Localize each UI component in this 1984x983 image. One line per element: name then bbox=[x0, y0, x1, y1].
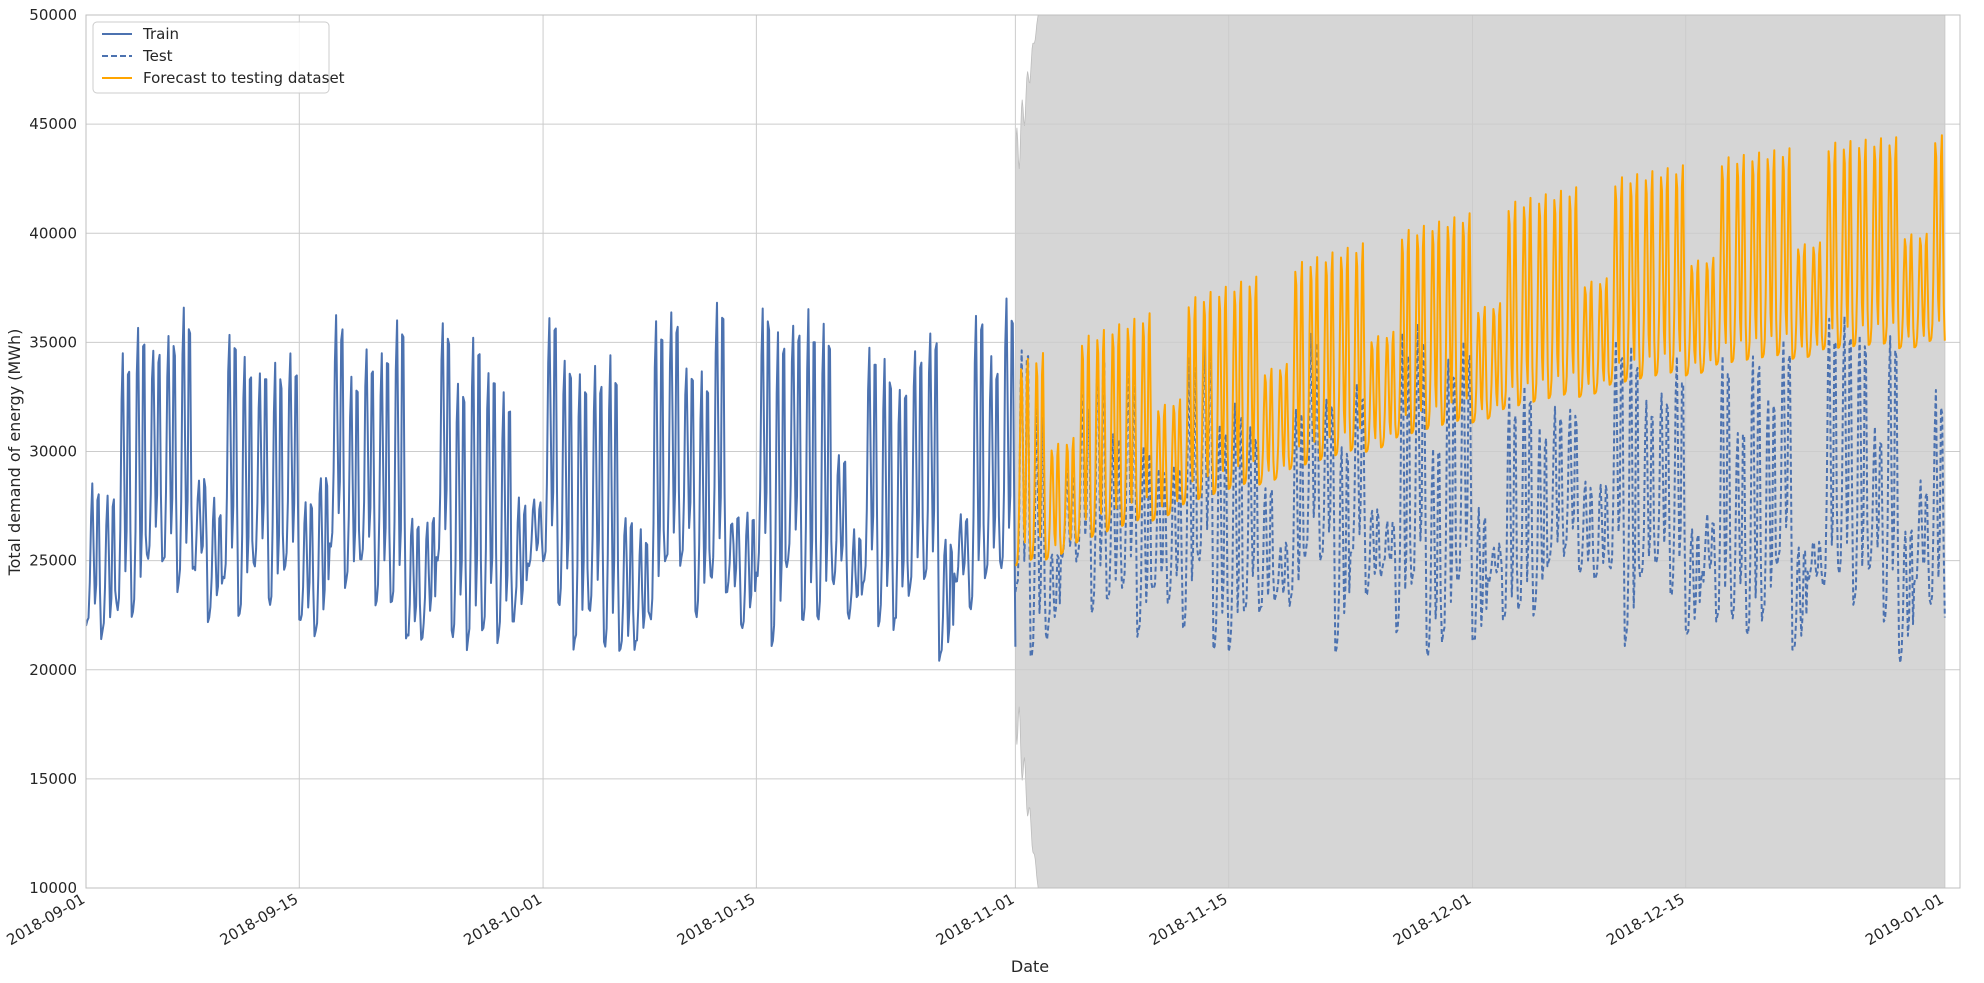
x-tick-label: 2018-10-01 bbox=[461, 890, 546, 949]
x-tick-label: 2019-01-01 bbox=[1862, 890, 1947, 949]
x-tick-label: 2018-09-01 bbox=[3, 890, 88, 949]
test-series-line bbox=[1014, 315, 1946, 664]
legend: Train Test Forecast to testing dataset bbox=[92, 21, 345, 94]
x-tick-label: 2018-12-15 bbox=[1603, 890, 1688, 949]
forecast-series-line bbox=[1014, 134, 1946, 567]
legend-test-label: Test bbox=[142, 47, 173, 65]
legend-forecast-label: Forecast to testing dataset bbox=[143, 69, 345, 87]
x-tick-label: 2018-09-15 bbox=[217, 890, 302, 949]
y-tick-label: 15000 bbox=[29, 770, 77, 788]
y-tick-label: 50000 bbox=[29, 6, 77, 24]
x-tick-label: 2018-12-01 bbox=[1390, 890, 1475, 949]
legend-train-label: Train bbox=[142, 25, 179, 43]
y-tick-label: 10000 bbox=[29, 879, 77, 897]
y-tick-label: 45000 bbox=[29, 115, 77, 133]
y-tick-label: 25000 bbox=[29, 552, 77, 570]
x-tick-label: 2018-11-15 bbox=[1146, 890, 1231, 949]
x-tick-label: 2018-10-15 bbox=[674, 890, 759, 949]
x-tick-label: 2018-11-01 bbox=[933, 890, 1018, 949]
y-tick-label: 30000 bbox=[29, 443, 77, 461]
train-series-line bbox=[86, 297, 1017, 662]
y-tick-label: 20000 bbox=[29, 661, 77, 679]
x-axis-title: Date bbox=[1011, 957, 1049, 976]
y-tick-label: 40000 bbox=[29, 224, 77, 242]
legend-box bbox=[92, 21, 330, 94]
y-tick-label: 35000 bbox=[29, 333, 77, 351]
y-axis-title: Total demand of energy (MWh) bbox=[5, 329, 24, 577]
plot-frame bbox=[85, 14, 1961, 889]
